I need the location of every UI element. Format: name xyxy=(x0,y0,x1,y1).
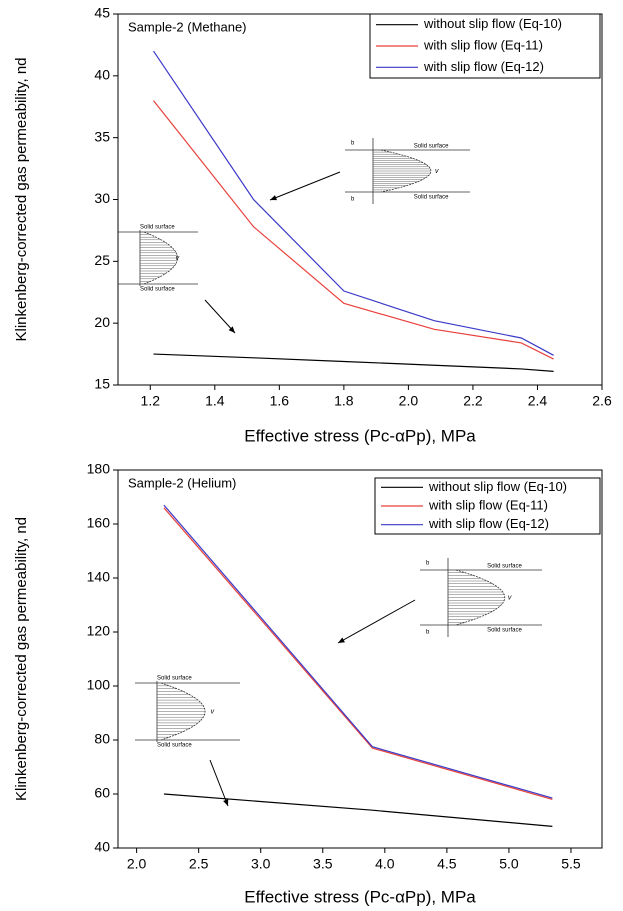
inset-label: Solid surface xyxy=(487,628,522,634)
y-tick-label: 80 xyxy=(94,731,110,747)
velocity-profile xyxy=(380,149,432,193)
x-tick-label: 1.2 xyxy=(141,393,161,409)
x-tick-label: 1.8 xyxy=(334,393,354,409)
y-tick-label: 30 xyxy=(94,190,110,206)
series-line xyxy=(152,50,554,356)
x-tick-label: 2.5 xyxy=(189,856,209,872)
arrow-head xyxy=(338,637,345,643)
y-tick-label: 60 xyxy=(94,785,110,801)
series-line xyxy=(153,353,554,372)
y-tick-label: 120 xyxy=(87,623,111,639)
arrow xyxy=(337,599,416,644)
y-tick-label: 15 xyxy=(94,376,110,392)
inset-label: Solid surface xyxy=(414,144,449,150)
velocity-profile xyxy=(455,569,506,626)
y-tick-label: 140 xyxy=(87,569,111,585)
x-axis-label: Effective stress (Pc-αPp), MPa xyxy=(244,426,476,445)
x-tick-label: 3.0 xyxy=(251,856,271,872)
arrow-head xyxy=(270,195,277,201)
inset-label: v xyxy=(176,255,180,262)
inset-label: v xyxy=(435,168,439,175)
inset-label: Solid surface xyxy=(140,287,175,293)
legend-label: with slip flow (Eq-11) xyxy=(428,497,548,512)
inset-label: Solid surface xyxy=(487,564,522,570)
y-tick-label: 35 xyxy=(94,128,110,144)
x-tick-label: 4.5 xyxy=(437,856,457,872)
arrow xyxy=(209,759,229,807)
legend-label: without slip flow (Eq-10) xyxy=(428,479,567,494)
y-tick-label: 40 xyxy=(94,839,110,855)
x-tick-label: 2.6 xyxy=(592,393,612,409)
x-tick-label: 5.0 xyxy=(499,856,519,872)
chart-title: Sample-2 (Helium) xyxy=(128,475,236,490)
x-tick-label: 2.2 xyxy=(463,393,483,409)
series-line xyxy=(163,793,553,827)
x-tick-label: 3.5 xyxy=(313,856,333,872)
x-axis-label: Effective stress (Pc-αPp), MPa xyxy=(244,887,476,906)
y-tick-label: 20 xyxy=(94,314,110,330)
y-tick-label: 25 xyxy=(94,252,110,268)
legend-label: with slip flow (Eq-12) xyxy=(428,516,549,531)
series-line xyxy=(163,507,553,800)
inset-label: v xyxy=(508,594,512,601)
series-line xyxy=(153,100,554,360)
y-tick-label: 160 xyxy=(87,515,111,531)
arrow-head xyxy=(223,799,229,806)
inset-label: b xyxy=(351,141,355,147)
x-tick-label: 5.5 xyxy=(561,856,581,872)
x-tick-label: 1.6 xyxy=(270,393,290,409)
y-tick-label: 40 xyxy=(94,67,110,83)
arrow xyxy=(204,299,236,334)
x-tick-label: 2.4 xyxy=(528,393,548,409)
y-tick-label: 100 xyxy=(87,677,111,693)
arrow-head xyxy=(228,326,235,333)
inset-label: b xyxy=(426,630,430,636)
chart-title: Sample-2 (Methane) xyxy=(128,19,247,34)
velocity-profile xyxy=(160,682,206,741)
x-tick-label: 4.0 xyxy=(375,856,395,872)
legend-label: with slip flow (Eq-12) xyxy=(423,59,544,74)
arrow xyxy=(269,171,341,201)
x-tick-label: 2.0 xyxy=(399,393,419,409)
x-tick-label: 1.4 xyxy=(205,393,225,409)
inset-label: b xyxy=(426,561,430,567)
inset-label: Solid surface xyxy=(140,225,175,231)
legend-label: without slip flow (Eq-10) xyxy=(423,16,562,31)
x-tick-label: 2.0 xyxy=(127,856,147,872)
y-tick-label: 45 xyxy=(94,5,110,21)
y-axis-label: Klinkenberg-corrected gas permeability, … xyxy=(13,517,30,801)
plot-frame xyxy=(117,469,603,849)
series-line xyxy=(163,504,553,799)
inset-label: Solid surface xyxy=(157,743,192,749)
y-tick-label: 180 xyxy=(87,461,111,477)
inset-label: v xyxy=(211,708,215,715)
y-axis-label: Klinkenberg-corrected gas permeability, … xyxy=(13,57,30,341)
legend-label: with slip flow (Eq-11) xyxy=(423,37,543,52)
inset-label: Solid surface xyxy=(414,195,449,201)
inset-label: Solid surface xyxy=(157,676,192,682)
inset-label: b xyxy=(351,197,355,203)
